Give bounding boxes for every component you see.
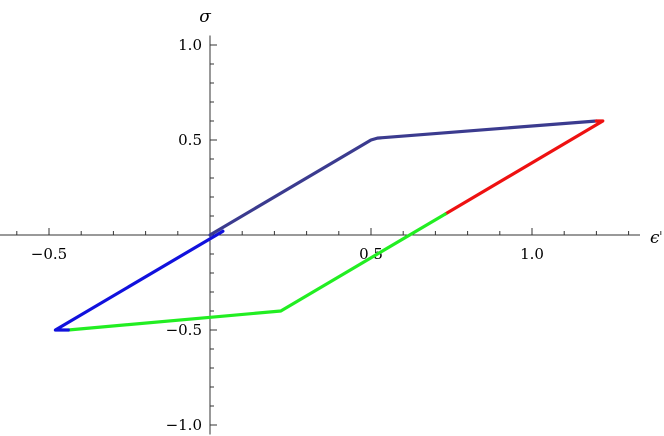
series-line-3 <box>66 212 447 332</box>
y-tick-label: 1.0 <box>178 36 202 54</box>
y-tick-label: −0.5 <box>166 321 202 339</box>
x-tick-label: 1.0 <box>520 245 544 263</box>
x-axis-label: ϵ <box>650 228 660 248</box>
series-group <box>53 119 605 332</box>
axes <box>0 35 640 435</box>
y-tick-label: −1.0 <box>166 416 202 434</box>
y-tick-label: 0.5 <box>178 131 202 149</box>
ticks <box>16 44 662 426</box>
y-axis-label: σ <box>199 7 211 27</box>
tick-labels: −0.5 0.5 1.0 1.0 0.5 −0.5 −1.0 <box>31 36 544 434</box>
series-line-1 <box>208 119 598 237</box>
x-tick-label: 0.5 <box>359 245 383 263</box>
x-tick-label: −0.5 <box>31 245 67 263</box>
series-line-4 <box>53 229 225 332</box>
series-line-2 <box>443 119 605 216</box>
